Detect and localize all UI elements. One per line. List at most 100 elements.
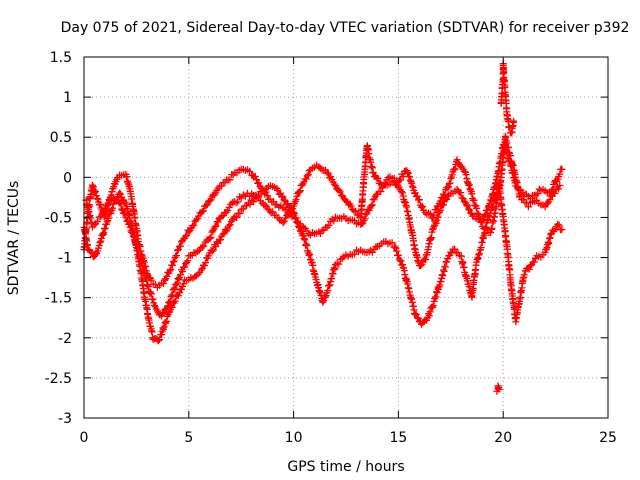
data-point [206,197,214,205]
data-point [395,255,403,263]
data-point [263,192,271,200]
data-point [315,284,322,292]
data-point [198,243,206,251]
data-point [302,175,310,183]
data-point [174,275,182,282]
data-point [525,265,533,273]
data-point [103,218,111,226]
data-point [116,199,124,207]
data-point [219,230,227,238]
data-point [96,200,104,208]
data-point [319,298,327,306]
data-point [156,336,163,344]
y-tick-label: 1.5 [50,50,72,66]
data-point [116,189,124,197]
data-point [532,191,540,199]
data-point [206,235,214,242]
data-point [406,173,414,181]
data-point [276,189,284,197]
data-point [451,245,459,253]
data-point [293,218,301,226]
y-tick-label: 0 [63,170,72,186]
data-point [425,312,433,320]
data-point [429,302,437,310]
data-point [426,308,434,316]
data-point [163,306,171,314]
data-point [169,291,177,299]
data-point [494,382,502,390]
data-point [167,293,175,301]
data-point [454,249,462,256]
data-point [226,221,234,229]
data-point [292,196,300,204]
data-point [301,236,309,244]
data-point [161,319,169,326]
data-point [147,290,155,298]
data-point [226,176,234,184]
data-point [324,287,332,295]
data-point [217,236,224,244]
data-point [475,210,483,218]
data-point [558,226,566,233]
data-point [443,258,451,266]
data-point [176,242,184,250]
data-point [212,222,220,230]
data-point [325,282,333,290]
data-point [476,215,484,223]
data-point [451,165,459,173]
data-point [335,260,343,268]
data-point [169,261,176,269]
data-point [92,187,99,195]
data-point [408,182,416,190]
data-point [120,209,128,217]
data-point [203,201,211,209]
data-point [207,196,215,204]
data-point [447,175,455,182]
data-point [554,220,562,228]
data-point [430,211,438,219]
data-point [350,207,358,215]
data-point [160,279,168,287]
data-point [101,205,109,213]
data-point [148,328,156,336]
y-tick-label: -3 [58,411,72,427]
data-marks [80,60,566,395]
data-point [105,214,113,222]
data-point [448,171,456,179]
y-tick-label: -1 [58,251,72,267]
data-point [325,221,333,229]
data-point [224,207,232,215]
data-point [305,252,313,259]
data-point [388,239,396,247]
data-point [556,170,564,178]
data-point [180,280,188,288]
data-point [114,193,121,201]
data-point [556,181,564,189]
data-point [192,216,200,224]
data-point [121,210,129,218]
data-point [175,289,183,297]
data-point [109,204,117,212]
data-point [181,263,189,271]
data-point [295,223,303,230]
data-point [457,189,465,197]
data-point [184,257,192,265]
data-point [294,219,302,227]
data-point [450,166,458,174]
data-point [170,257,178,265]
data-point [347,202,355,210]
data-point [292,214,300,222]
data-point [159,310,167,318]
data-point [108,188,116,196]
data-point [224,225,232,233]
data-point [516,192,524,200]
data-point [441,191,448,199]
y-tick-label: 0.5 [50,130,72,146]
data-point [131,213,139,221]
data-point [431,218,439,226]
data-point [173,279,181,287]
data-point [167,266,175,274]
data-point [218,212,226,220]
data-point [419,203,426,210]
y-tick-label: 1 [63,90,72,106]
